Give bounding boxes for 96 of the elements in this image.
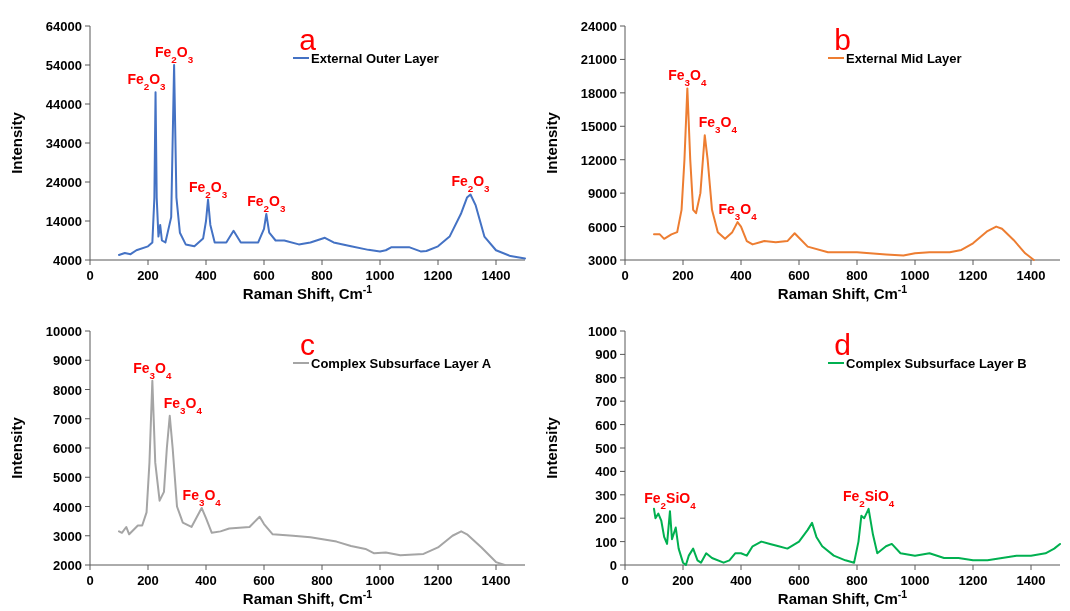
y-axis-title: Intensity (8, 416, 25, 479)
y-tick-label: 3000 (53, 528, 82, 544)
x-tick-label: 400 (730, 268, 752, 283)
x-tick-label: 800 (846, 573, 868, 588)
x-tick-label: 1000 (900, 573, 930, 588)
x-tick-label: 800 (311, 268, 333, 283)
y-tick-label: 4000 (53, 253, 82, 268)
y-tick-label: 44000 (45, 97, 82, 112)
y-tick-label: 0 (609, 558, 617, 573)
x-tick-label: 200 (672, 268, 694, 283)
y-tick-label: 300 (595, 487, 617, 503)
y-tick-label: 12000 (580, 152, 617, 168)
x-tick-label: 400 (730, 573, 752, 588)
x-axis-title: Raman Shift, Cm$^{-1}$ (777, 283, 908, 302)
y-tick-label: 2000 (53, 558, 82, 573)
x-tick-label: 600 (253, 573, 275, 588)
y-tick-label: 21000 (580, 52, 617, 68)
x-tick-label: 0 (621, 573, 629, 588)
annotation: Fe$_{2}$O$_{3}$ (247, 192, 286, 214)
x-tick-label: 1200 (958, 573, 988, 588)
y-tick-label: 900 (595, 347, 617, 363)
y-tick-label: 34000 (45, 136, 82, 151)
line-series (653, 507, 1061, 566)
x-tick-label: 400 (195, 268, 217, 283)
annotation: Fe$_{3}$O$_{4}$ (163, 394, 203, 416)
annotation: Fe$_{3}$O$_{4}$ (182, 486, 222, 508)
x-tick-label: 200 (137, 573, 159, 588)
y-axis-title: Intensity (543, 416, 560, 479)
y-tick-label: 400 (595, 464, 617, 480)
annotation: Fe$_{3}$O$_{4}$ (133, 359, 172, 381)
annotation: Fe$_{3}$O$_{4}$ (718, 201, 758, 222)
y-tick-label: 18000 (580, 85, 617, 101)
y-tick-label: 100 (595, 534, 617, 550)
y-tick-label: 7000 (53, 411, 82, 427)
y-axis-title: Intensity (8, 111, 25, 174)
y-tick-label: 9000 (53, 353, 82, 369)
x-tick-label: 1000 (900, 268, 930, 283)
x-tick-label: 400 (195, 573, 217, 588)
x-tick-label: 1200 (423, 268, 453, 283)
x-tick-label: 0 (621, 268, 629, 283)
legend-label: External Mid Layer (846, 51, 962, 66)
x-tick-label: 1400 (1016, 573, 1046, 588)
y-tick-label: 5000 (53, 470, 82, 486)
y-tick-label: 1000 (588, 324, 617, 339)
line-series (653, 87, 1035, 261)
x-tick-label: 600 (253, 268, 275, 283)
x-tick-label: 1000 (365, 573, 395, 588)
y-tick-label: 3000 (588, 253, 617, 268)
x-tick-label: 1000 (365, 268, 395, 283)
y-tick-label: 9000 (588, 186, 617, 202)
y-tick-label: 24000 (580, 19, 617, 34)
y-tick-label: 54000 (45, 58, 82, 73)
x-tick-label: 1400 (1016, 268, 1046, 283)
legend-label: Complex Subsurface Layer A (311, 356, 492, 371)
y-axis-title: Intensity (543, 111, 560, 174)
y-tick-label: 8000 (53, 382, 82, 398)
y-tick-label: 10000 (45, 324, 82, 339)
x-tick-label: 800 (311, 573, 333, 588)
x-axis-title: Raman Shift, Cm$^{-1}$ (242, 283, 373, 302)
x-tick-label: 1200 (958, 268, 988, 283)
y-tick-label: 64000 (45, 19, 82, 34)
line-series (118, 64, 526, 260)
x-axis-title: Raman Shift, Cm$^{-1}$ (777, 588, 908, 607)
legend-label: External Outer Layer (311, 51, 439, 66)
y-tick-label: 800 (595, 370, 617, 386)
x-tick-label: 1200 (423, 573, 453, 588)
x-tick-label: 0 (86, 573, 94, 588)
x-axis-title: Raman Shift, Cm$^{-1}$ (242, 588, 373, 607)
annotation: Fe$_{2}$SiO$_{4}$ (644, 490, 697, 511)
y-tick-label: 6000 (53, 441, 82, 456)
y-tick-label: 6000 (588, 219, 617, 235)
y-tick-label: 200 (595, 511, 617, 527)
x-tick-label: 600 (788, 268, 810, 283)
y-tick-label: 600 (595, 417, 617, 433)
line-series (118, 379, 506, 566)
annotation: Fe$_{3}$O$_{4}$ (668, 67, 707, 88)
annotation: Fe$_{2}$O$_{3}$ (155, 44, 194, 65)
x-tick-label: 1400 (481, 268, 511, 283)
x-tick-label: 200 (137, 268, 159, 283)
annotation: Fe$_{2}$O$_{3}$ (451, 173, 491, 194)
annotation: Fe$_{2}$O$_{3}$ (127, 71, 167, 92)
x-tick-label: 600 (788, 573, 810, 588)
y-tick-label: 14000 (45, 214, 82, 229)
y-tick-label: 24000 (45, 175, 82, 190)
x-tick-label: 200 (672, 573, 694, 588)
y-tick-label: 4000 (53, 499, 82, 515)
y-tick-label: 500 (595, 441, 617, 456)
y-tick-label: 700 (595, 394, 617, 410)
x-tick-label: 800 (846, 268, 868, 283)
y-tick-label: 15000 (580, 119, 617, 135)
annotation: Fe$_{3}$O$_{4}$ (698, 114, 738, 135)
annotation: Fe$_{2}$SiO$_{4}$ (842, 487, 895, 509)
x-tick-label: 0 (86, 268, 94, 283)
legend-label: Complex Subsurface Layer B (846, 356, 1027, 371)
annotation: Fe$_{2}$O$_{3}$ (188, 178, 228, 200)
x-tick-label: 1400 (481, 573, 511, 588)
